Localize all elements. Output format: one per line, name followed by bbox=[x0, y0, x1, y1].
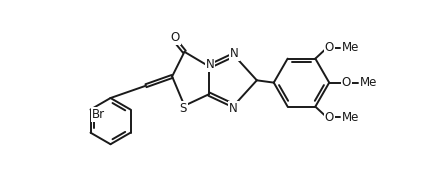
Text: N: N bbox=[230, 47, 239, 60]
Text: S: S bbox=[179, 102, 187, 115]
Text: N: N bbox=[206, 58, 214, 71]
Text: O: O bbox=[342, 76, 351, 89]
Text: Br: Br bbox=[92, 108, 105, 121]
Text: O: O bbox=[324, 111, 334, 124]
Text: Me: Me bbox=[342, 111, 359, 124]
Text: O: O bbox=[171, 31, 180, 44]
Text: Me: Me bbox=[342, 41, 359, 54]
Text: O: O bbox=[324, 41, 334, 54]
Text: N: N bbox=[229, 102, 238, 114]
Text: Me: Me bbox=[360, 76, 378, 89]
